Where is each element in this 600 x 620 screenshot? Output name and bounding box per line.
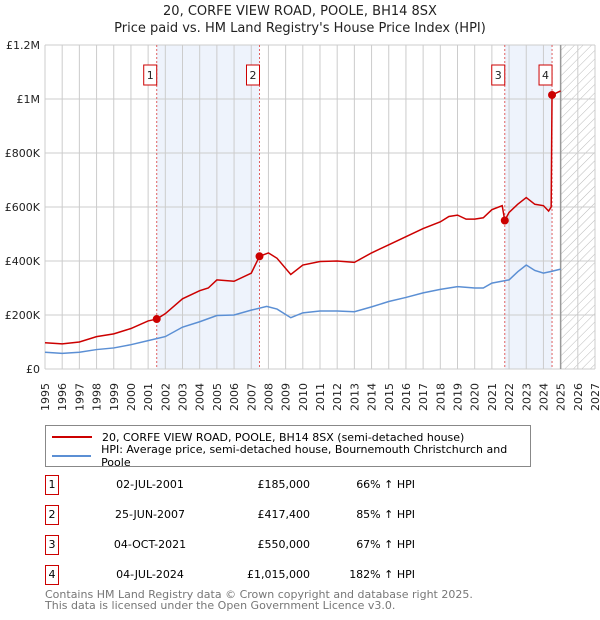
x-tick-label: 2016	[400, 383, 413, 411]
x-tick-label: 2023	[520, 383, 533, 411]
sale-date: 04-OCT-2021	[113, 538, 187, 551]
x-tick-label: 2008	[262, 383, 275, 411]
x-tick-label: 2003	[177, 383, 190, 411]
sale-price: £550,000	[257, 538, 311, 551]
x-tick-label: 2010	[297, 383, 310, 411]
x-tick-label: 2018	[434, 383, 447, 411]
x-tick-label: 2001	[142, 383, 155, 411]
chart-subtitle: Price paid vs. HM Land Registry's House …	[114, 21, 486, 36]
sale-hpi-change: 85% ↑ HPI	[356, 508, 415, 521]
legend-item-property: 20, CORFE VIEW ROAD, POOLE, BH14 8SX (se…	[52, 428, 464, 446]
y-tick-label: £800K	[5, 147, 41, 160]
sale-date: 04-JUL-2024	[116, 568, 184, 581]
sale-label: 1	[147, 69, 154, 82]
y-tick-label: £1M	[17, 93, 41, 106]
y-tick-label: £400K	[5, 255, 41, 268]
sale-number-badge: 4	[45, 565, 59, 585]
sale-number-badge: 1	[45, 475, 59, 495]
sale-price: £185,000	[257, 478, 311, 491]
sale-number-badge: 3	[45, 535, 59, 555]
hpi-series-line	[44, 264, 561, 355]
y-tick-label: £1.2M	[6, 39, 40, 52]
sale-price: £1,015,000	[247, 568, 310, 581]
footer-line: This data is licensed under the Open Gov…	[45, 599, 396, 612]
x-tick-label: 2025	[555, 383, 568, 411]
footer: Contains HM Land Registry data © Crown c…	[45, 589, 473, 611]
sale-label: 2	[250, 69, 257, 82]
x-tick-label: 1999	[108, 383, 121, 411]
sale-date: 02-JUL-2001	[116, 478, 184, 491]
footer-line: Contains HM Land Registry data © Crown c…	[45, 588, 473, 601]
x-tick-label: 2005	[211, 383, 224, 411]
x-tick-label: 2019	[452, 383, 465, 411]
sale-point	[152, 315, 161, 324]
sale-label: 4	[542, 69, 549, 82]
sale-hpi-change: 182% ↑ HPI	[349, 568, 415, 581]
x-tick-label: 2021	[486, 383, 499, 411]
x-tick-label: 1995	[39, 383, 52, 411]
x-tick-label: 2014	[366, 383, 379, 411]
x-tick-label: 2009	[280, 383, 293, 411]
x-tick-label: 2004	[194, 383, 207, 411]
sale-hpi-change: 66% ↑ HPI	[356, 478, 415, 491]
x-tick-label: 2026	[572, 383, 585, 411]
y-tick-label: £200K	[5, 309, 41, 322]
legend-swatch	[52, 436, 92, 438]
sale-label-box	[246, 64, 260, 86]
sale-label-box	[491, 64, 506, 86]
sale-label: 3	[495, 69, 502, 82]
x-tick-label: 2007	[245, 383, 258, 411]
x-tick-label: 1998	[91, 383, 104, 411]
sale-row: 2 25-JUN-2007 £417,400 85% ↑ HPI	[45, 505, 465, 525]
chart-title: 20, CORFE VIEW ROAD, POOLE, BH14 8SX	[163, 4, 437, 19]
sale-point	[255, 252, 264, 261]
x-tick-label: 2027	[589, 383, 600, 411]
legend: 20, CORFE VIEW ROAD, POOLE, BH14 8SX (se…	[45, 425, 531, 469]
x-tick-label: 2024	[537, 383, 550, 411]
x-tick-label: 2000	[125, 383, 138, 411]
x-tick-label: 2015	[383, 383, 396, 411]
sale-point	[548, 90, 557, 99]
y-tick-label: £0	[26, 363, 40, 376]
sale-row: 3 04-OCT-2021 £550,000 67% ↑ HPI	[45, 535, 465, 555]
sale-label-box	[143, 64, 158, 86]
plot-area: 1995 1996 1997 1998 1999 2000 2001 2002 2003 2004…	[5, 39, 600, 411]
sale-point	[500, 216, 509, 225]
y-tick-label: £600K	[5, 201, 41, 214]
legend-swatch	[52, 455, 92, 457]
legend-label: HPI: Average price, semi-detached house,…	[101, 443, 508, 469]
x-tick-label: 1997	[73, 383, 86, 411]
x-tick-label: 2011	[314, 383, 327, 411]
x-tick-label: 2012	[331, 383, 344, 411]
sale-date: 25-JUN-2007	[114, 508, 186, 521]
sale-row: 4 04-JUL-2024 £1,015,000 182% ↑ HPI	[45, 565, 465, 585]
x-tick-label: 2002	[159, 383, 172, 411]
x-tick-label: 2013	[348, 383, 361, 411]
x-tick-label: 2017	[417, 383, 430, 411]
sale-price: £417,400	[257, 508, 311, 521]
x-tick-label: 2020	[469, 383, 482, 411]
x-tick-label: 2006	[228, 383, 241, 411]
sale-label-box	[538, 64, 553, 86]
sale-hpi-change: 67% ↑ HPI	[356, 538, 415, 551]
legend-label: 20, CORFE VIEW ROAD, POOLE, BH14 8SX (se…	[102, 430, 465, 444]
legend-item-hpi: HPI: Average price, semi-detached house,…	[52, 443, 530, 469]
sale-number-badge: 2	[45, 505, 59, 525]
x-tick-label: 2022	[503, 383, 516, 411]
sale-row: 1 02-JUL-2001 £185,000 66% ↑ HPI	[45, 475, 465, 495]
x-tick-label: 1996	[56, 383, 69, 411]
